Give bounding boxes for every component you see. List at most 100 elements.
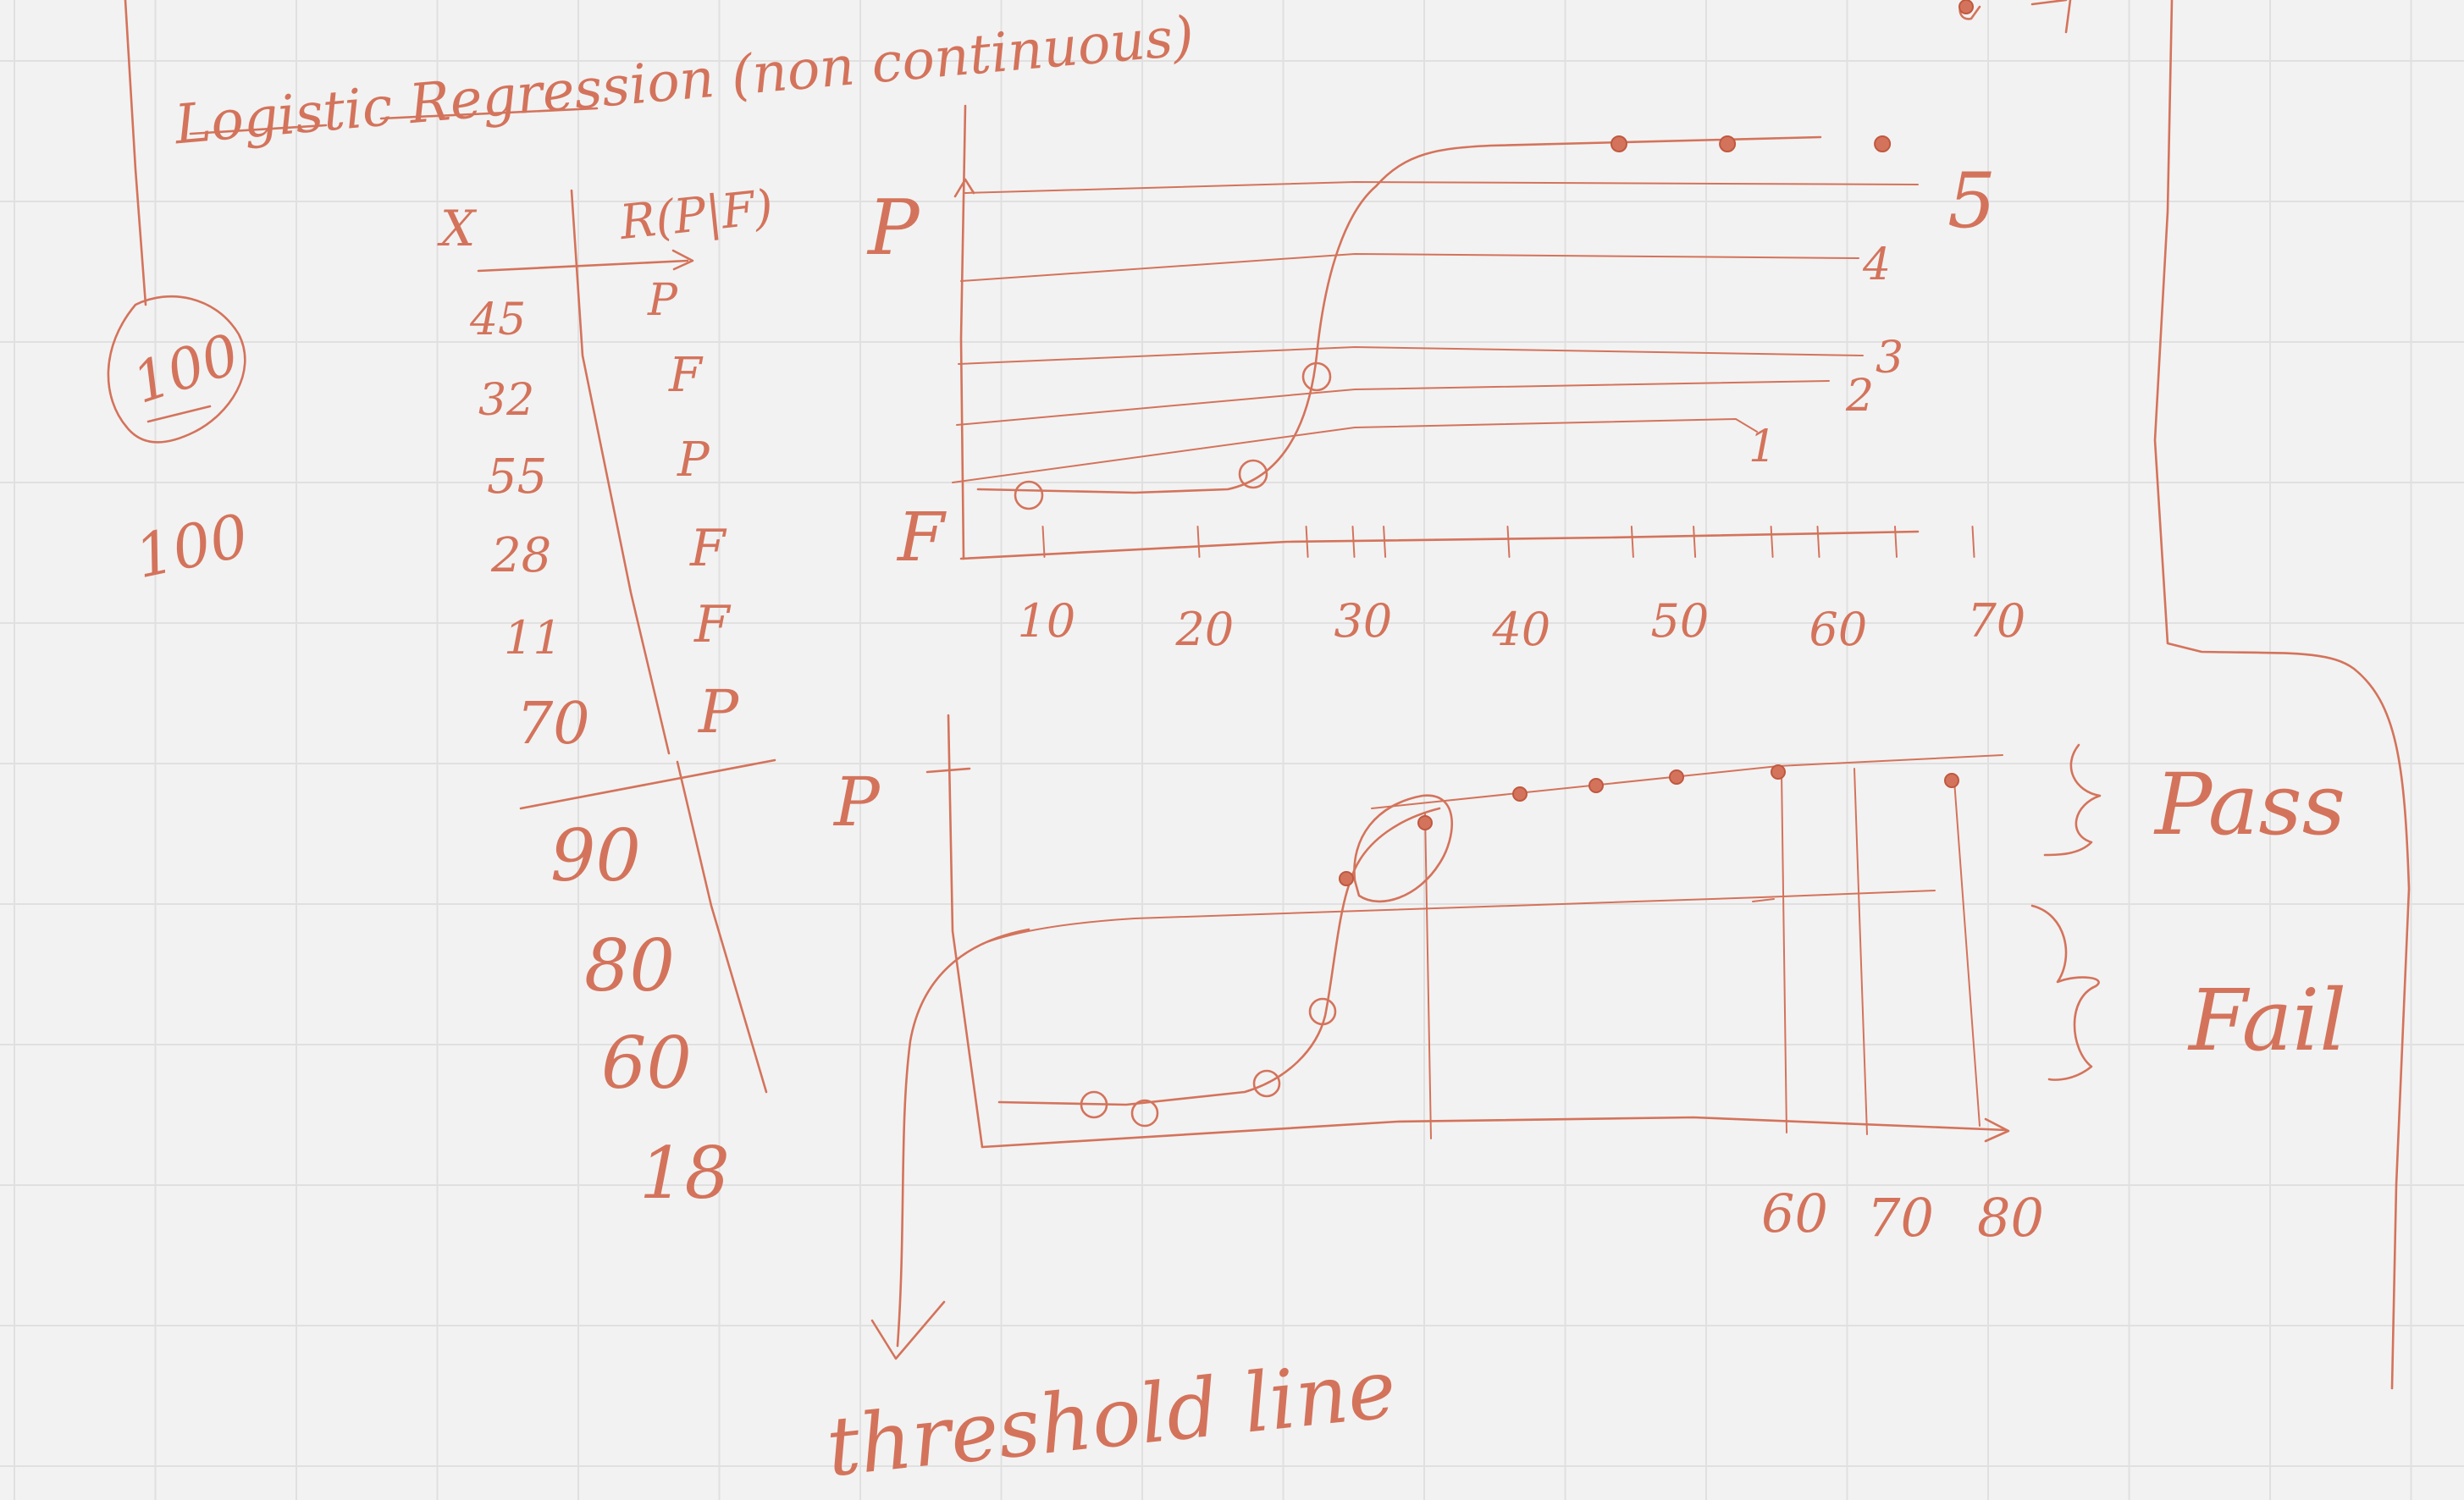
bottom-chart-vertical-line — [1953, 780, 1981, 1127]
top-chart-tick — [1041, 526, 1046, 558]
table-p-3: F — [689, 519, 727, 578]
threshold-arrow — [870, 928, 1030, 1360]
table-p-1: F — [668, 348, 704, 403]
top-chart-right-label: 4 — [1862, 240, 1891, 290]
top-chart-tick — [1816, 526, 1820, 558]
bottom-chart-vertical-lines — [1424, 768, 1981, 1139]
table-x-5: 70 — [517, 691, 590, 758]
circled-value-underline — [146, 405, 212, 423]
table-extra-3: 18 — [639, 1132, 730, 1215]
table-p-5: P — [697, 677, 740, 747]
top-chart-x-axis — [959, 530, 1920, 560]
table-x-0: 45 — [469, 295, 526, 345]
bottom-chart-vertical-line — [1781, 771, 1787, 1133]
pass-data-point — [1512, 786, 1528, 802]
top-chart-tick — [1383, 526, 1387, 558]
top-chart-tick — [1305, 526, 1309, 558]
table-extra-1: 80 — [584, 924, 675, 1007]
table-x-1: 32 — [478, 375, 534, 426]
pass-data-point — [1944, 773, 1959, 788]
top-chart-x-label: 40 — [1492, 603, 1551, 656]
bottom-chart-highlight-circle — [1353, 794, 1453, 903]
top-chart-right-label: 3 — [1876, 333, 1903, 383]
top-chart-y-arrow — [953, 178, 975, 198]
table-divider-lower — [676, 760, 768, 1094]
table-x-3: 28 — [490, 528, 551, 583]
bottom-chart-vertical-line — [1424, 812, 1432, 1139]
table-extra-0: 90 — [550, 814, 641, 897]
right-frame-stroke — [2153, 0, 2411, 1390]
bottom-chart-threshold-line — [981, 890, 1936, 945]
left-margin-stroke — [124, 0, 147, 306]
table-x-2: 55 — [487, 449, 547, 505]
title-underline-1 — [189, 124, 328, 135]
table-extra-2: 60 — [601, 1022, 692, 1105]
bottom-chart-threshold-mark — [1752, 898, 1775, 902]
top-chart-line-2 — [956, 380, 1830, 426]
top-chart-points — [1014, 135, 1892, 510]
data-table: X R(P|F) 45 P 32 F 55 P 28 F 11 F 70 P 9… — [437, 179, 776, 1215]
pass-data-point — [1588, 778, 1604, 793]
page-title: Logistic Regression (non continuous) — [172, 5, 1196, 157]
title-underline-2 — [379, 107, 599, 120]
table-p-2: P — [677, 433, 710, 488]
fail-brace — [2030, 904, 2100, 1081]
top-chart-tick — [1506, 526, 1511, 558]
top-chart-tick — [1630, 526, 1634, 558]
top-chart-right-label: 5 — [1947, 157, 1996, 245]
top-chart-y-bottom-label: F — [896, 498, 947, 576]
bottom-chart-sigmoid — [997, 807, 1441, 1106]
top-chart-sigmoid — [976, 135, 1822, 494]
bottom-chart-x-label: 60 — [1761, 1183, 1828, 1244]
top-chart-right-labels: 5 4 32 1 — [1749, 157, 1996, 472]
top-chart-tick — [1351, 526, 1356, 558]
pass-data-point — [1417, 815, 1433, 830]
table-divider — [570, 189, 671, 755]
top-chart-right-label: 2 — [1845, 371, 1874, 422]
table-col-p: R(P|F) — [616, 179, 776, 251]
table-col-x: X — [437, 200, 478, 257]
table-p-4: F — [693, 595, 732, 654]
top-chart: P F 10 20 30 40 50 60 70 5 4 32 1 — [866, 104, 2025, 656]
pass-data-point — [1874, 135, 1892, 152]
bottom-chart-x-axis — [981, 1116, 2010, 1149]
top-chart-x-label: 20 — [1175, 603, 1235, 656]
top-chart-ticks — [1041, 526, 1975, 558]
fail-label: Fail — [2187, 971, 2346, 1070]
top-chart-tick — [1971, 526, 1975, 558]
threshold-label: threshold line — [822, 1341, 1401, 1495]
bottom-chart-points — [1080, 764, 1959, 1128]
top-right-scribble — [1958, 0, 2072, 34]
value-below-text: 100 — [130, 500, 255, 592]
bottom-chart-x-label: 80 — [1977, 1187, 2044, 1249]
bottom-chart-x-label: 70 — [1867, 1187, 1934, 1249]
top-chart-tick — [1770, 526, 1774, 558]
top-chart-right-label: 1 — [1749, 422, 1776, 472]
fail-data-point — [1252, 1069, 1281, 1098]
top-chart-line-1 — [952, 418, 1758, 483]
top-chart-line-3 — [958, 346, 1864, 365]
table-bottom-rule — [519, 758, 776, 810]
top-chart-x-label: 50 — [1651, 594, 1710, 648]
table-p-0: P — [647, 275, 678, 326]
pass-data-point — [1610, 135, 1627, 152]
top-chart-line-4 — [960, 253, 1859, 282]
bottom-chart-y-arrow — [925, 767, 971, 774]
pass-label: Pass — [2153, 755, 2345, 854]
table-header-rule — [477, 249, 694, 273]
top-chart-line-5 — [964, 181, 1919, 194]
top-chart-x-label: 10 — [1018, 594, 1076, 648]
bottom-chart-vertical-line — [1854, 768, 1868, 1135]
pass-data-point — [1669, 769, 1684, 785]
fail-data-point — [1308, 997, 1337, 1026]
top-chart-y-axis — [959, 104, 967, 560]
fail-data-point — [1238, 459, 1268, 489]
bottom-chart-x-labels: 60 70 80 — [1761, 1183, 2044, 1249]
pass-brace — [2043, 743, 2102, 857]
table-x-4: 11 — [504, 611, 562, 665]
fail-data-point — [1014, 480, 1044, 510]
top-chart-tick — [1196, 526, 1201, 558]
pass-data-point — [1719, 135, 1737, 152]
